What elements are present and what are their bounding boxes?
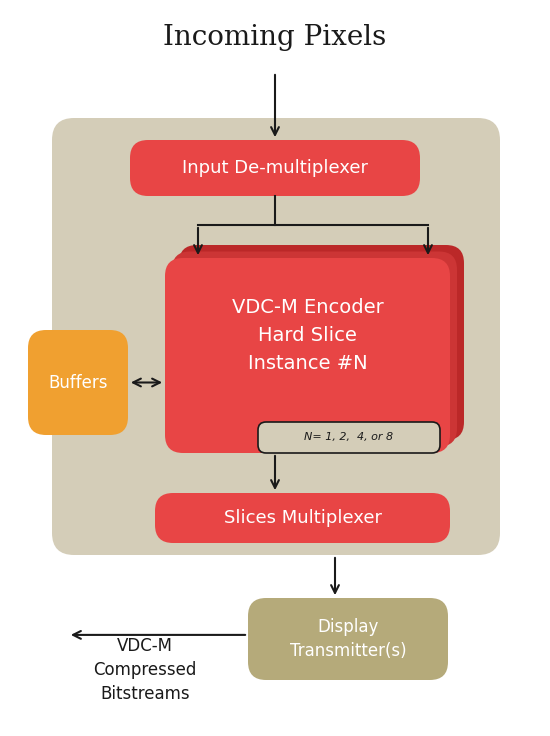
FancyBboxPatch shape [248, 598, 448, 680]
Text: Buffers: Buffers [48, 373, 108, 392]
FancyBboxPatch shape [179, 245, 464, 440]
FancyBboxPatch shape [52, 118, 500, 555]
Text: Display
Transmitter(s): Display Transmitter(s) [290, 618, 406, 660]
Text: Incoming Pixels: Incoming Pixels [163, 24, 387, 52]
FancyBboxPatch shape [155, 493, 450, 543]
Text: VDC-M Encoder
Hard Slice
Instance #N: VDC-M Encoder Hard Slice Instance #N [232, 298, 383, 373]
FancyBboxPatch shape [165, 258, 450, 453]
FancyBboxPatch shape [130, 140, 420, 196]
Text: Slices Multiplexer: Slices Multiplexer [223, 509, 382, 527]
FancyBboxPatch shape [172, 252, 457, 447]
Text: VDC-M
Compressed
Bitstreams: VDC-M Compressed Bitstreams [94, 637, 197, 703]
Text: N= 1, 2,  4, or 8: N= 1, 2, 4, or 8 [305, 433, 394, 442]
FancyBboxPatch shape [258, 422, 440, 453]
Text: Input De-multiplexer: Input De-multiplexer [182, 159, 368, 177]
FancyBboxPatch shape [28, 330, 128, 435]
